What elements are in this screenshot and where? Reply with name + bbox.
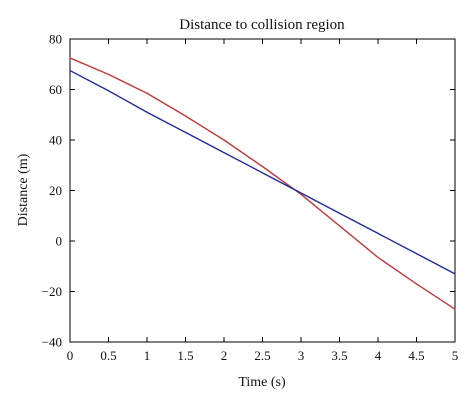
- x-axis-ticks: [69, 39, 456, 342]
- y-tick-label: 40: [49, 133, 62, 148]
- x-tick-label: 1.5: [177, 348, 193, 363]
- series-line-1: [69, 57, 456, 310]
- y-tick-label: 80: [49, 32, 62, 47]
- x-tick-label: 1: [144, 348, 151, 363]
- x-axis-label: Time (s): [238, 375, 286, 390]
- y-tick-label: −20: [42, 284, 62, 299]
- x-axis-tick-labels: 0 0.5 1 1.5 2 2.5 3 3.5 4 4.5 5: [67, 348, 459, 363]
- y-axis-label: Distance (m): [16, 153, 31, 226]
- y-tick-label: −40: [42, 335, 62, 350]
- series-line-2: [69, 69, 456, 275]
- y-tick-label: 60: [49, 82, 62, 97]
- chart-title: Distance to collision region: [179, 17, 345, 33]
- y-tick-label: 20: [49, 183, 62, 198]
- x-tick-label: 2: [221, 348, 228, 363]
- x-tick-label: 4: [375, 348, 382, 363]
- x-tick-label: 4.5: [408, 348, 424, 363]
- x-tick-label: 2.5: [254, 348, 270, 363]
- plot-area: [69, 38, 456, 343]
- plot-frame: [69, 38, 456, 343]
- x-tick-label: 3.5: [331, 348, 347, 363]
- y-tick-label: 0: [56, 234, 63, 249]
- y-axis-ticks: [70, 38, 455, 343]
- x-tick-label: 3: [298, 348, 305, 363]
- x-tick-label: 5: [452, 348, 459, 363]
- series-layer: [69, 57, 456, 310]
- y-axis-tick-labels: −40 −20 0 20 40 60 80: [42, 32, 62, 350]
- x-tick-label: 0: [67, 348, 74, 363]
- x-tick-label: 0.5: [100, 348, 116, 363]
